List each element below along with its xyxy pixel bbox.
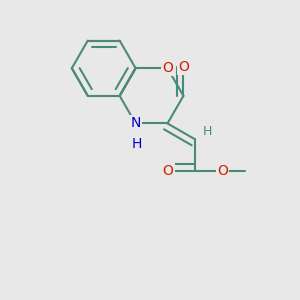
Text: O: O [163, 164, 173, 178]
Text: O: O [178, 60, 189, 74]
Text: N: N [130, 116, 141, 130]
Text: H: H [132, 136, 142, 151]
Text: O: O [162, 61, 173, 75]
Text: H: H [203, 125, 212, 138]
Text: O: O [217, 164, 228, 178]
